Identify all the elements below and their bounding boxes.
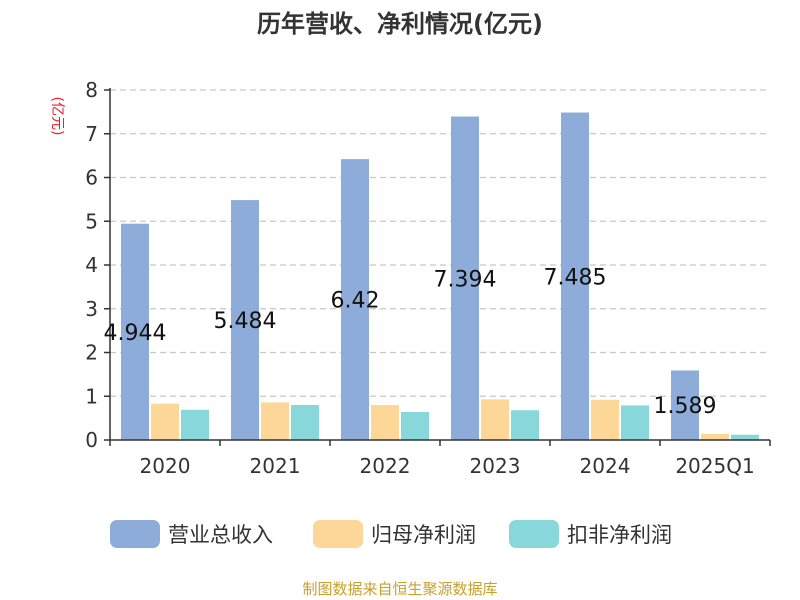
bar-1 [341,159,369,440]
y-axis: 0 1 2 3 4 5 6 7 8 [85,78,111,452]
x-axis: 2020 2021 2022 2023 2024 2025Q1 [109,439,771,478]
x-tick-label: 2022 [360,454,411,478]
bar-value-label: 7.394 [434,267,497,292]
bar-value-label: 7.485 [544,265,607,290]
bar-value-label: 6.42 [331,289,380,314]
bar-3 [621,405,649,440]
bar-1 [231,200,259,440]
legend-item: 扣非净利润 [509,520,672,548]
y-tick-label: 8 [85,78,98,102]
y-tick-label: 0 [85,428,98,452]
y-tick-label: 2 [85,341,98,365]
legend: 营业总收入 归母净利润 扣非净利润 [110,520,672,548]
grid-lines [110,89,770,397]
x-tick-label: 2024 [580,454,631,478]
x-tick-label: 2023 [470,454,521,478]
legend-swatch [110,520,160,548]
source-note: 制图数据来自恒生聚源数据库 [302,580,497,598]
bar-3 [511,410,539,440]
y-tick-label: 7 [85,122,98,146]
x-tick-label: 2025Q1 [675,454,754,478]
y-tick-label: 6 [85,166,98,190]
bars [121,112,759,440]
data-labels: 4.944 5.484 6.42 7.394 7.485 1.589 [104,265,717,419]
bar-1 [121,223,149,440]
bar-value-label: 5.484 [214,309,277,334]
bar-2 [701,433,729,440]
legend-label: 归母净利润 [371,523,476,547]
bar-2 [151,403,179,440]
bar-1 [561,112,589,440]
bar-2 [371,405,399,440]
x-tick-label: 2020 [140,454,191,478]
legend-label: 扣非净利润 [567,523,672,547]
y-axis-unit-label: (亿元) [49,97,65,136]
bar-value-label: 1.589 [654,394,717,419]
y-tick-label: 5 [85,209,98,233]
chart-title: 历年营收、净利情况(亿元) [257,10,543,38]
bar-3 [731,434,759,440]
x-tick-label: 2021 [250,454,301,478]
bar-2 [481,399,509,440]
bar-1 [671,370,699,440]
y-tick-label: 4 [85,253,98,277]
bar-3 [181,409,209,440]
bar-2 [261,402,289,440]
bar-value-label: 4.944 [104,321,167,346]
bar-3 [401,412,429,440]
legend-item: 归母净利润 [313,520,476,548]
bar-2 [591,399,619,440]
legend-item: 营业总收入 [110,520,273,548]
legend-swatch [313,520,363,548]
legend-label: 营业总收入 [168,523,273,547]
legend-swatch [509,520,559,548]
bar-3 [291,405,319,440]
y-tick-label: 1 [85,384,98,408]
y-tick-label: 3 [85,297,98,321]
bar-1 [451,116,479,440]
